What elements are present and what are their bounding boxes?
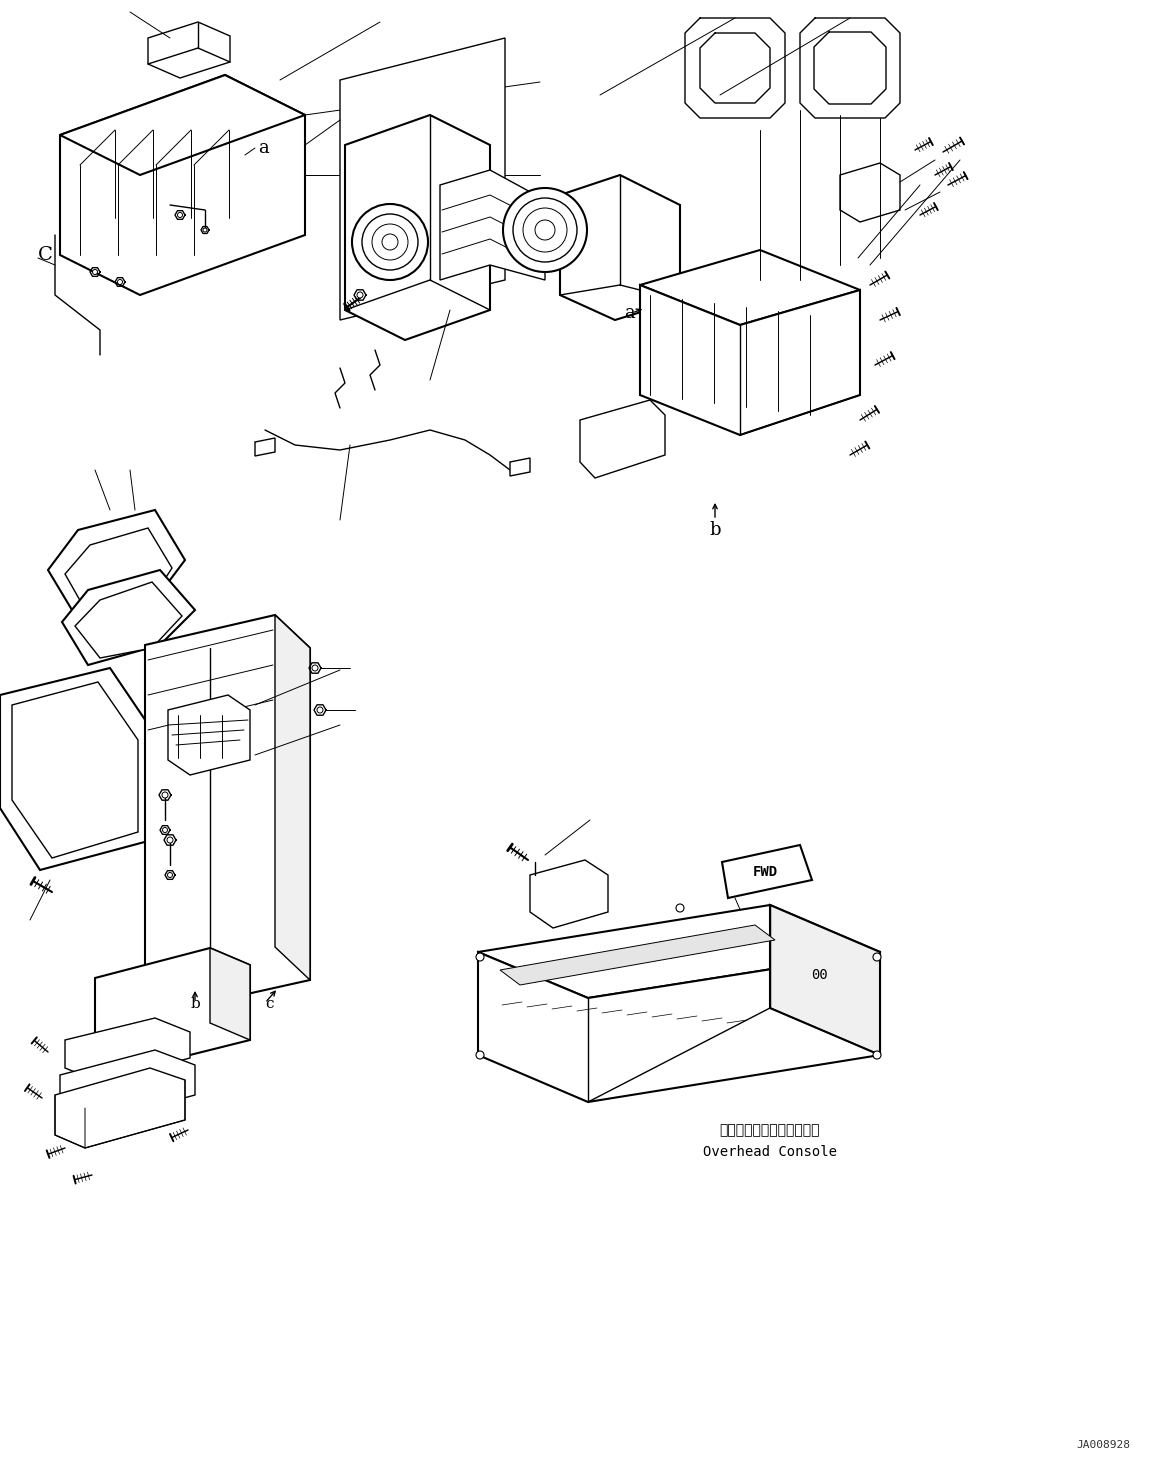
Circle shape [312, 664, 318, 672]
Circle shape [167, 873, 173, 877]
Polygon shape [65, 527, 172, 618]
Text: a: a [258, 138, 268, 157]
Circle shape [535, 220, 555, 240]
Polygon shape [340, 38, 505, 321]
Polygon shape [145, 615, 310, 1010]
Polygon shape [770, 905, 880, 1055]
Circle shape [163, 793, 168, 798]
Circle shape [476, 953, 484, 962]
Text: 00: 00 [812, 967, 829, 982]
Polygon shape [510, 457, 531, 476]
Polygon shape [580, 401, 665, 478]
Circle shape [167, 836, 173, 844]
Polygon shape [12, 682, 138, 858]
Text: C: C [38, 246, 53, 264]
Circle shape [163, 828, 167, 832]
Polygon shape [62, 570, 195, 664]
Polygon shape [841, 163, 900, 221]
Circle shape [522, 208, 567, 252]
Circle shape [476, 1050, 484, 1059]
Polygon shape [345, 115, 490, 339]
Text: JA008928: JA008928 [1076, 1440, 1130, 1450]
Circle shape [873, 1050, 881, 1059]
Text: b: b [190, 997, 200, 1011]
Text: a: a [625, 305, 635, 322]
Polygon shape [60, 74, 305, 175]
Polygon shape [440, 170, 545, 280]
Circle shape [676, 903, 684, 912]
Circle shape [356, 291, 363, 299]
Polygon shape [60, 1050, 195, 1122]
Polygon shape [95, 949, 250, 1069]
Polygon shape [478, 905, 880, 998]
Polygon shape [275, 615, 310, 981]
Circle shape [513, 198, 577, 262]
Polygon shape [560, 175, 680, 321]
Polygon shape [60, 74, 305, 294]
Polygon shape [48, 510, 185, 621]
Polygon shape [722, 845, 812, 898]
Polygon shape [0, 667, 152, 870]
Circle shape [317, 707, 323, 712]
Circle shape [178, 213, 182, 217]
Text: オーバーヘッドコンソール: オーバーヘッドコンソール [720, 1123, 821, 1136]
Text: b: b [709, 522, 721, 539]
Polygon shape [640, 286, 860, 436]
Polygon shape [255, 439, 275, 456]
Circle shape [362, 214, 418, 270]
Polygon shape [640, 251, 860, 325]
Circle shape [117, 280, 123, 284]
Polygon shape [478, 951, 880, 1101]
Polygon shape [531, 860, 608, 928]
Polygon shape [210, 949, 250, 1040]
Polygon shape [75, 581, 182, 659]
Text: FWD: FWD [752, 865, 778, 879]
Polygon shape [65, 1018, 190, 1083]
Circle shape [352, 204, 428, 280]
Circle shape [503, 188, 587, 272]
Polygon shape [500, 925, 776, 985]
Polygon shape [147, 22, 230, 79]
Circle shape [873, 953, 881, 962]
Circle shape [93, 270, 98, 274]
Polygon shape [168, 695, 250, 775]
Circle shape [372, 224, 408, 259]
Circle shape [382, 235, 398, 251]
Circle shape [203, 227, 207, 232]
Text: c: c [265, 997, 274, 1011]
Text: Overhead Console: Overhead Console [704, 1145, 837, 1158]
Polygon shape [55, 1068, 185, 1148]
